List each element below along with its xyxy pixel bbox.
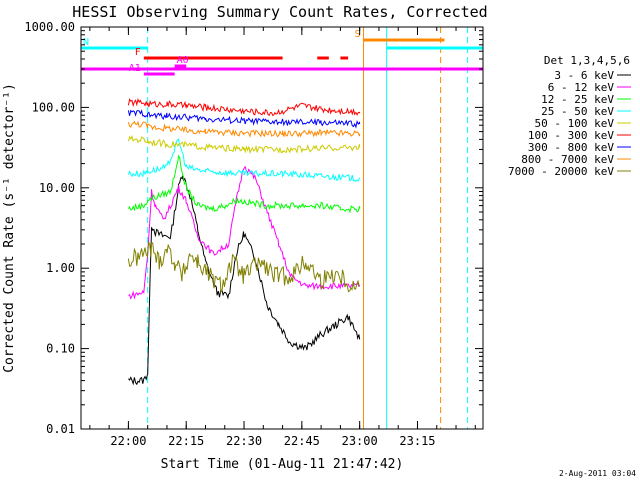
x-tick-label: 22:45	[284, 434, 320, 448]
x-tick-label: 22:00	[110, 434, 146, 448]
legend-entry-label: 6 - 12 keV	[548, 81, 615, 94]
legend-entry-label: 7000 - 20000 keV	[508, 165, 614, 178]
series-line	[127, 138, 361, 183]
series-line	[127, 241, 361, 294]
legend-entry-label: 25 - 50 keV	[541, 105, 614, 118]
y-tick-label: 0.01	[46, 422, 75, 436]
flag-label: F	[135, 47, 141, 58]
series-line	[128, 165, 360, 300]
legend-entry-label: 12 - 25 keV	[541, 93, 614, 106]
flag-label: N	[83, 37, 89, 48]
series-line	[128, 175, 361, 386]
legend-entry-label: 800 - 7000 keV	[521, 153, 614, 166]
footer-date: 2-Aug-2011 03:04	[559, 469, 636, 478]
y-tick-label: 1000.00	[24, 20, 75, 34]
x-tick-label: 23:00	[342, 434, 378, 448]
legend-entry-label: 100 - 300 keV	[528, 129, 614, 142]
series-line	[127, 109, 361, 129]
x-axis-label: Start Time (01-Aug-11 21:47:42)	[161, 457, 404, 472]
y-tick-label: 0.10	[46, 342, 75, 356]
flag-label: A0	[177, 55, 189, 66]
plot-area: NSFA0A1	[80, 27, 483, 429]
y-tick-label: 10.00	[39, 181, 75, 195]
series-line	[127, 120, 361, 139]
x-tick-label: 22:30	[226, 434, 262, 448]
y-tick-label: 1.00	[46, 261, 75, 275]
axes: 0.01 0.10 1.00 10.00 100.00 1000.00 22:00 22:15…	[24, 20, 483, 448]
legend-entry-label: 50 - 100 keV	[535, 117, 615, 130]
x-tick-label: 23:15	[399, 434, 435, 448]
legend-entry-label: 3 - 6 keV	[554, 69, 614, 82]
series-line	[127, 154, 361, 214]
series-line	[127, 134, 361, 155]
legend-entry-label: 300 - 800 keV	[528, 141, 614, 154]
x-tick-label: 22:15	[168, 434, 204, 448]
chart-title: HESSI Observing Summary Count Rates, Cor…	[72, 3, 487, 21]
flag-label: S	[354, 29, 360, 40]
series-line	[127, 97, 361, 117]
y-axis-label: Corrected Count Rate (s⁻¹ detector⁻¹)	[2, 83, 17, 373]
y-tick-label: 100.00	[32, 100, 75, 114]
legend-title: Det 1,3,4,5,6	[544, 54, 630, 67]
plot-frame	[80, 26, 484, 430]
